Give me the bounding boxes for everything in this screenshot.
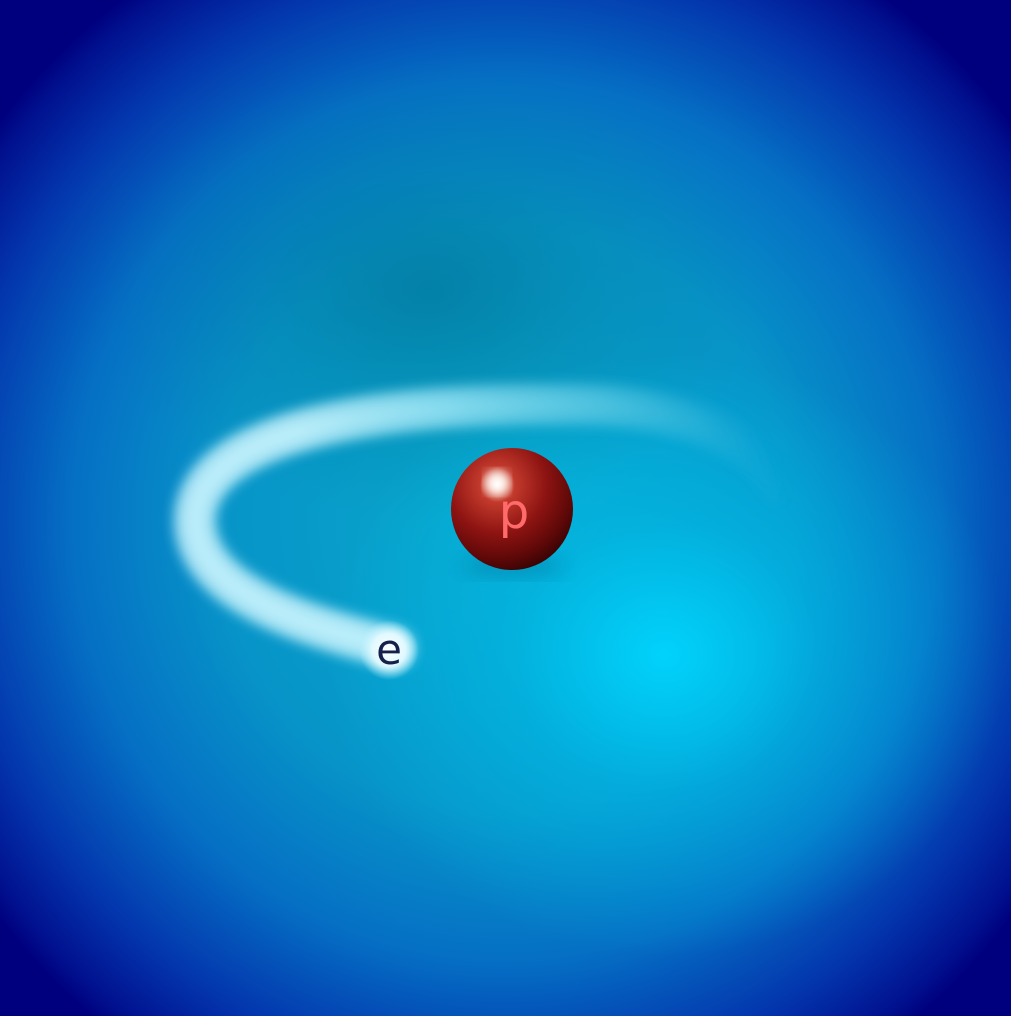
proton: p bbox=[451, 448, 573, 574]
electron-label: e bbox=[376, 625, 402, 674]
proton-sphere bbox=[451, 448, 573, 570]
electron-glow bbox=[359, 620, 419, 680]
electron-orbit-trail bbox=[174, 384, 800, 668]
proton-label: p bbox=[499, 484, 529, 540]
electron: e bbox=[359, 620, 419, 680]
